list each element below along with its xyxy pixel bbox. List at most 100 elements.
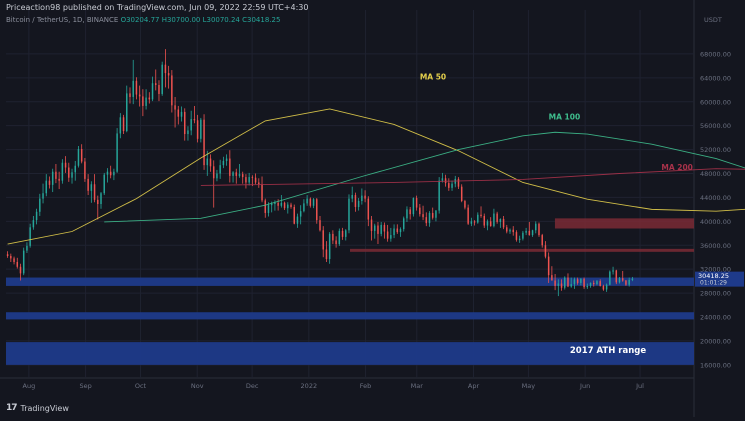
candle-body (435, 210, 437, 218)
candle-body (364, 195, 366, 199)
x-tick-label: Aug (23, 382, 36, 390)
candle-body (267, 205, 270, 213)
countdown-timer: 01:01:29 (700, 280, 727, 287)
candle-body (438, 180, 440, 211)
candle-body (612, 270, 614, 272)
price-zone (6, 277, 694, 286)
candle-body (538, 223, 540, 236)
candle-body (586, 285, 589, 288)
candle-body (183, 111, 186, 135)
candle-body (32, 220, 35, 228)
candle-body (113, 171, 115, 176)
symbol-title[interactable]: Bitcoin / TetherUS, 1D, BINANCE (6, 16, 119, 24)
candle-body (35, 211, 38, 221)
x-tick-label: Feb (360, 382, 372, 390)
candle-body (299, 211, 302, 217)
candle-body (135, 80, 138, 95)
candle-body (132, 80, 134, 97)
candle-body (489, 221, 492, 227)
x-tick-label: Oct (135, 382, 147, 390)
candle-body (370, 219, 373, 231)
candle-body (412, 198, 415, 215)
candle-body (373, 225, 376, 231)
candle-body (293, 206, 295, 224)
y-unit-label: USDT (704, 16, 722, 24)
candle-body (351, 195, 353, 199)
x-tick-label: Apr (468, 382, 480, 390)
candle-body (142, 96, 144, 106)
candle-body (628, 279, 630, 285)
y-tick-label: 56000.00 (700, 122, 731, 130)
candle-body (602, 285, 605, 290)
candle-body (203, 119, 205, 166)
candle-body (280, 202, 283, 206)
x-tick-label: Jul (635, 382, 644, 390)
candle-body (448, 183, 450, 188)
candle-body (10, 256, 12, 259)
candle-body (93, 184, 96, 200)
candle-body (138, 94, 141, 97)
symbol-line: Bitcoin / TetherUS, 1D, BINANCE O30204.7… (6, 16, 280, 24)
candle-body (560, 283, 563, 288)
candle-body (631, 278, 634, 280)
candle-body (570, 284, 572, 287)
y-tick-label: 40000.00 (700, 218, 731, 226)
candle-body (287, 204, 289, 209)
candle-body (618, 278, 621, 283)
candle-body (415, 198, 418, 208)
candle-body (541, 235, 543, 246)
candle-body (77, 148, 80, 166)
candle-body (518, 238, 521, 240)
candle-body (145, 97, 147, 106)
candle-body (180, 111, 183, 117)
candle-body (26, 245, 28, 251)
y-tick-label: 28000.00 (700, 290, 731, 298)
x-tick-label: Jun (579, 382, 590, 390)
candle-body (554, 280, 556, 286)
candle-body (84, 161, 86, 179)
candle-body (232, 172, 234, 176)
candle-body (51, 171, 54, 185)
candle-body (535, 223, 537, 231)
candle-body (68, 167, 70, 178)
candle-body (245, 177, 247, 183)
candle-body (464, 201, 466, 208)
candle-body (431, 212, 434, 218)
candle-body (277, 202, 279, 206)
candle-body (264, 200, 267, 213)
candle-body (100, 193, 102, 204)
x-tick-label: May (522, 382, 536, 390)
candle-body (148, 97, 151, 100)
candle-body (122, 117, 125, 132)
candle-body (16, 262, 19, 267)
candle-body (119, 117, 122, 134)
candle-body (80, 148, 83, 162)
candle-body (22, 250, 25, 274)
chart-annotation: 2017 ATH range (570, 346, 646, 356)
candle-body (116, 133, 118, 172)
candle-body (39, 198, 41, 212)
candle-body (486, 221, 489, 226)
candle-body (103, 174, 105, 194)
candle-body (58, 178, 60, 181)
candle-body (6, 254, 9, 257)
publisher-line: Priceaction98 published on TradingView.c… (6, 3, 309, 12)
candle-body (357, 201, 360, 207)
candle-body (126, 93, 128, 132)
candle-body (200, 119, 202, 139)
y-tick-label: 16000.00 (700, 361, 731, 369)
chart-annotation: MA 100 (549, 113, 581, 122)
candle-body (225, 158, 228, 161)
y-tick-label: 36000.00 (700, 242, 731, 250)
tradingview-logo[interactable]: 17 TradingView (6, 403, 69, 413)
candle-body (212, 166, 215, 179)
candle-body (64, 162, 67, 168)
candle-body (567, 277, 569, 287)
candle-body (531, 230, 534, 236)
candle-body (467, 207, 469, 224)
candle-body (367, 198, 370, 220)
candle-body (109, 171, 112, 176)
candle-body (544, 245, 547, 257)
